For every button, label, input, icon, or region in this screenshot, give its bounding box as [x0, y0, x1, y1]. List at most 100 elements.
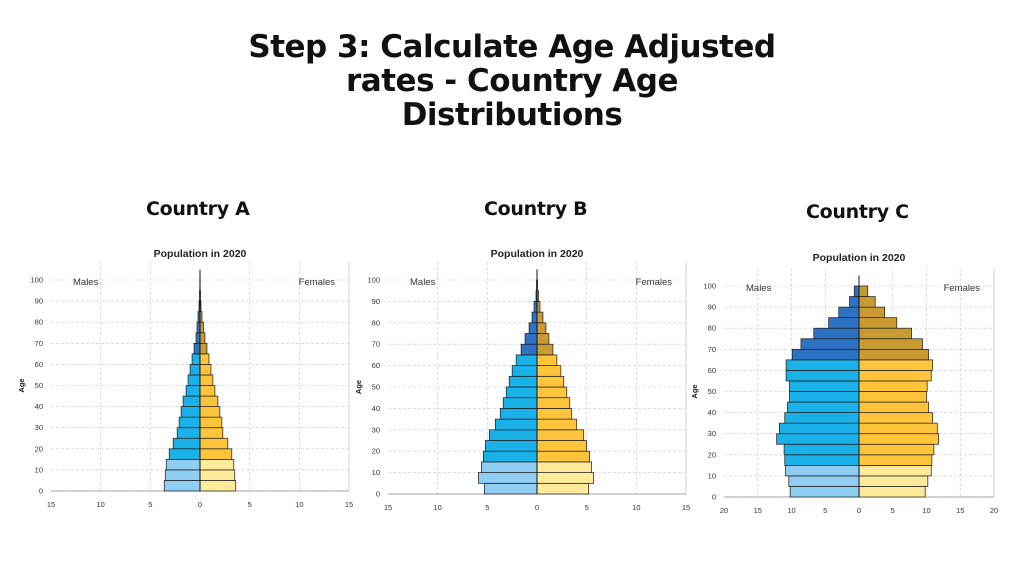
bar-female-60-64	[536, 354, 558, 366]
bar-female-15-19	[536, 450, 590, 463]
bar-male-30-34	[778, 422, 860, 435]
x-tick-label: 5	[891, 506, 895, 515]
bar-male-65-69	[193, 342, 201, 355]
y-tick-label: 50	[35, 381, 43, 390]
x-tick-label: 10	[922, 506, 930, 515]
y-tick-label: 90	[708, 303, 716, 312]
country-a-label: Country A	[146, 198, 250, 220]
y-tick-label: 100	[703, 282, 716, 291]
y-tick-label: 0	[39, 487, 43, 496]
y-tick-label: 60	[372, 361, 380, 370]
bar-male-50-54	[508, 375, 538, 388]
bar-male-10-14	[165, 459, 201, 471]
y-tick-label: 90	[372, 297, 380, 306]
bar-female-5-9	[199, 469, 236, 481]
bar-male-10-14	[785, 465, 860, 477]
pyramid-title: Population in 2020	[813, 252, 906, 264]
bar-female-50-54	[536, 375, 565, 388]
y-tick-label: 40	[372, 404, 380, 413]
bar-female-25-29	[536, 429, 585, 441]
bar-male-35-39	[784, 412, 860, 424]
bar-female-40-44	[858, 401, 929, 413]
bar-male-80-84	[828, 317, 860, 329]
y-tick-label: 40	[35, 402, 43, 411]
bar-female-50-54	[858, 380, 928, 392]
y-tick-label: 70	[708, 345, 716, 354]
x-tick-label: 20	[990, 506, 998, 515]
bar-male-60-64	[515, 354, 538, 366]
bar-male-15-19	[168, 448, 201, 460]
bar-female-50-54	[199, 374, 214, 386]
males-label: Males	[410, 277, 436, 288]
bar-male-5-9	[788, 475, 860, 487]
y-tick-label: 70	[372, 340, 380, 349]
country-c-label: Country C	[806, 201, 909, 223]
bar-male-20-24	[484, 440, 538, 452]
x-tick-label: 10	[632, 503, 640, 512]
y-tick-label: 50	[708, 387, 716, 396]
bar-male-35-39	[180, 406, 201, 418]
y-tick-label: 80	[35, 318, 43, 327]
bar-male-75-79	[528, 322, 538, 334]
males-label: Males	[73, 277, 99, 288]
bar-male-25-29	[488, 429, 538, 441]
bar-male-30-34	[178, 416, 201, 429]
y-tick-label: 20	[372, 447, 380, 456]
bar-male-60-64	[785, 359, 860, 371]
x-tick-label: 15	[754, 506, 762, 515]
y-tick-label: 40	[708, 408, 716, 417]
females-label: Females	[299, 277, 336, 288]
bar-male-5-9	[478, 472, 538, 484]
bar-female-0-4	[536, 482, 590, 495]
bar-male-25-29	[776, 433, 860, 445]
bar-female-5-9	[536, 472, 594, 484]
bar-male-95-99	[853, 285, 860, 297]
females-label: Females	[944, 283, 981, 294]
bar-female-5-9	[858, 475, 929, 487]
bar-male-55-59	[785, 370, 860, 382]
bar-male-60-64	[191, 353, 201, 365]
bar-female-20-24	[858, 443, 935, 456]
bar-female-65-69	[199, 342, 208, 355]
bar-female-75-79	[199, 321, 204, 334]
bar-male-15-19	[483, 450, 538, 463]
slide-title: Step 3: Calculate Age Adjusted rates - C…	[248, 29, 776, 133]
x-tick-label: 15	[384, 503, 392, 512]
bar-female-25-29	[858, 433, 940, 445]
x-tick-label: 5	[585, 503, 589, 512]
bar-female-75-79	[536, 322, 547, 334]
bar-female-70-74	[199, 332, 206, 344]
bar-male-70-74	[800, 338, 860, 350]
bar-female-55-59	[199, 364, 212, 376]
bar-male-55-59	[511, 365, 538, 377]
bar-female-30-34	[199, 416, 223, 429]
bar-male-20-24	[783, 443, 860, 456]
bar-female-55-59	[858, 370, 932, 382]
bar-male-70-74	[195, 332, 201, 344]
bar-male-65-69	[520, 343, 538, 356]
bar-male-0-4	[789, 486, 860, 498]
x-tick-label: 5	[148, 500, 152, 509]
bar-male-5-9	[164, 469, 201, 481]
bar-male-20-24	[172, 437, 201, 450]
bar-male-40-44	[502, 397, 538, 409]
y-tick-label: 10	[372, 468, 380, 477]
bar-male-0-4	[484, 482, 538, 495]
bar-female-60-64	[858, 359, 933, 371]
y-tick-label: 20	[708, 450, 716, 459]
bar-female-95-99	[858, 285, 869, 297]
bar-female-10-14	[536, 461, 592, 473]
bar-female-90-94	[858, 296, 876, 308]
bar-female-40-44	[536, 397, 571, 409]
bar-female-30-34	[858, 422, 938, 435]
males-label: Males	[746, 283, 772, 294]
bar-female-65-69	[858, 348, 929, 361]
bar-female-70-74	[858, 338, 923, 350]
bar-female-40-44	[199, 395, 219, 407]
bar-female-65-69	[536, 343, 554, 356]
bar-female-85-89	[858, 306, 885, 318]
y-tick-label: 20	[35, 444, 43, 453]
x-tick-label: 10	[787, 506, 795, 515]
